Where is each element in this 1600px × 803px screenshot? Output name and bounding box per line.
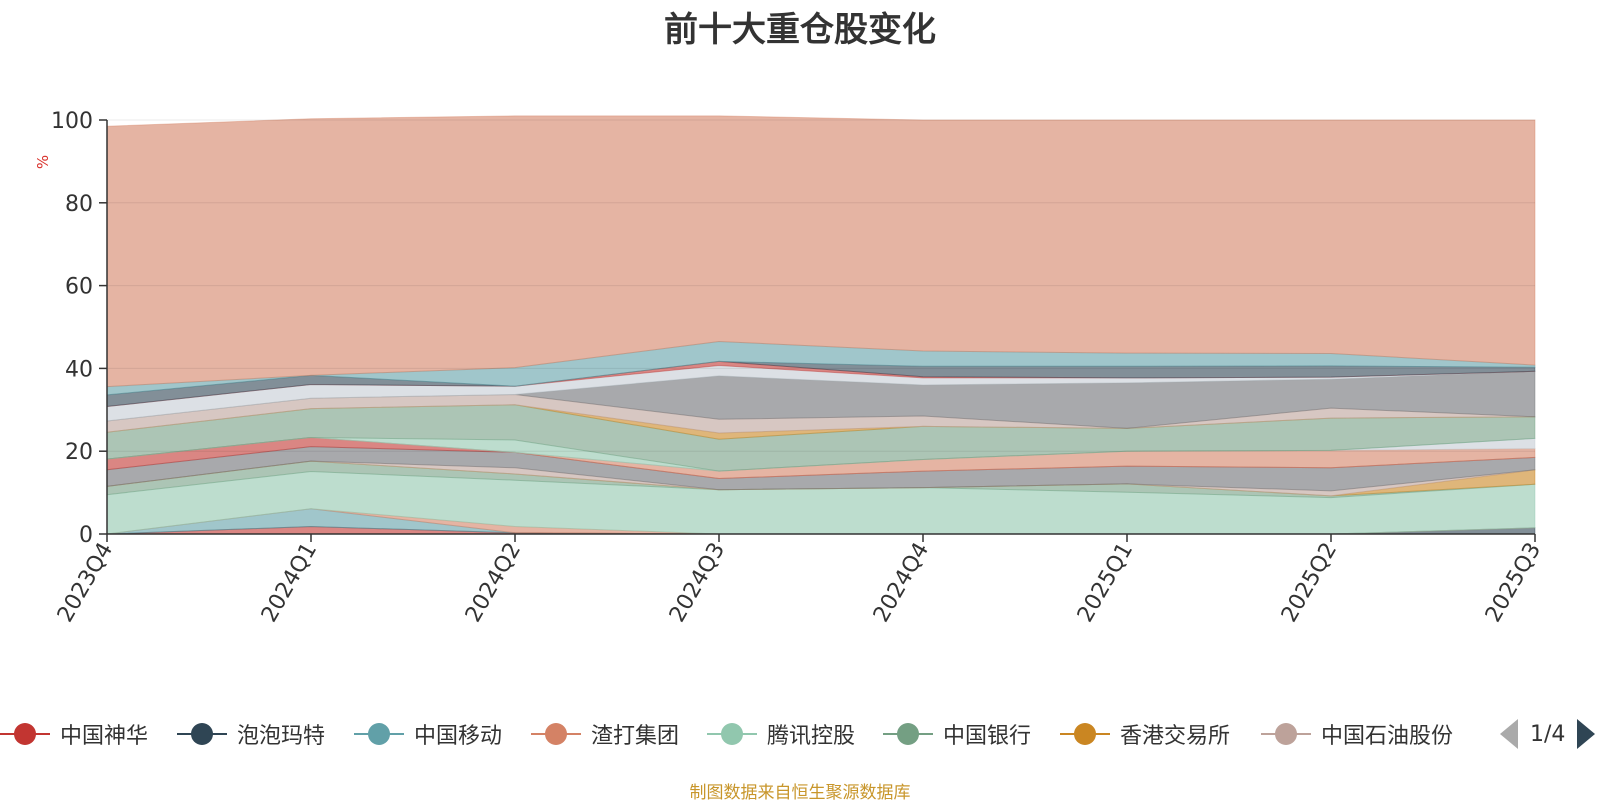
legend-label: 香港交易所 — [1120, 724, 1231, 749]
legend-marker-icon — [707, 719, 757, 749]
y-tick-label-2: 40 — [65, 357, 93, 382]
y-axis-unit-label: % — [34, 155, 52, 169]
legend-item-6[interactable]: 香港交易所 — [1060, 714, 1230, 754]
legend-label: 中国移动 — [414, 724, 503, 749]
legend-marker-icon — [354, 719, 404, 749]
area-series-9 — [106, 436, 1536, 480]
x-tick-label-2: 2024Q2 — [461, 539, 526, 627]
legend-marker-icon — [1261, 719, 1311, 749]
legend-next-page-icon[interactable] — [1577, 719, 1596, 749]
x-tick-label-0: 2023Q4 — [53, 539, 118, 627]
legend-item-5[interactable]: 中国银行 — [883, 714, 1031, 754]
legend-item-1[interactable]: 泡泡玛特 — [177, 714, 325, 754]
legend-label: 渣打集团 — [591, 724, 680, 749]
legend-label: 中国银行 — [943, 724, 1032, 749]
y-tick-label-1: 20 — [65, 440, 93, 465]
legend-marker-icon — [0, 719, 50, 749]
legend-page-indicator: 1/4 — [1530, 721, 1566, 747]
x-tick-label-6: 2025Q2 — [1277, 539, 1342, 627]
area-series-21 — [106, 115, 1536, 388]
data-source-footer: 制图数据来自恒生聚源数据库 — [689, 783, 911, 803]
legend-marker-icon — [531, 719, 581, 749]
legend-item-7[interactable]: 中国石油股份 — [1261, 714, 1453, 754]
legend-label: 中国神华 — [60, 724, 149, 749]
legend-marker-icon — [883, 719, 933, 749]
legend-item-4[interactable]: 腾讯控股 — [707, 714, 855, 754]
legend-prev-page-icon[interactable] — [1500, 719, 1518, 749]
x-tick-label-3: 2024Q3 — [665, 539, 730, 627]
y-tick-label-4: 80 — [65, 192, 93, 217]
legend-label: 中国石油股份 — [1321, 724, 1454, 749]
legend-item-3[interactable]: 渣打集团 — [531, 714, 679, 754]
area-series-20 — [106, 340, 1536, 396]
x-tick-label-5: 2025Q1 — [1073, 539, 1138, 627]
y-tick-label-5: 100 — [51, 109, 93, 134]
legend-pager: 1/4 — [1500, 717, 1596, 751]
legend-marker-icon — [177, 719, 227, 749]
y-tick-label-0: 0 — [79, 523, 93, 548]
legend-label: 泡泡玛特 — [237, 724, 326, 749]
y-tick-label-3: 60 — [65, 275, 93, 300]
legend-marker-icon — [1060, 719, 1110, 749]
x-tick-label-4: 2024Q4 — [869, 539, 934, 627]
area-chart: 0 20 40 60 80 100% 2023Q4 2024Q1 2024Q2 2024Q3 202… — [34, 109, 1546, 627]
x-tick-label-7: 2025Q3 — [1481, 539, 1546, 627]
legend-label: 腾讯控股 — [767, 724, 856, 749]
legend-item-0[interactable]: 中国神华 — [0, 714, 148, 754]
x-tick-label-1: 2024Q1 — [257, 539, 322, 627]
chart-title: 前十大重仓股变化 — [664, 10, 936, 50]
legend-item-2[interactable]: 中国移动 — [354, 714, 502, 754]
area-series-16 — [106, 370, 1536, 429]
